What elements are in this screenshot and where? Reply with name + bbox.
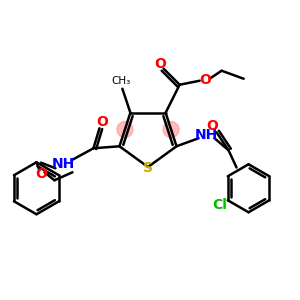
Text: Cl: Cl <box>212 198 227 212</box>
Text: O: O <box>200 73 212 87</box>
Text: NH: NH <box>195 128 218 142</box>
Text: CH₃: CH₃ <box>112 76 131 86</box>
Text: O: O <box>97 115 108 129</box>
Text: O: O <box>207 119 218 133</box>
Text: O: O <box>155 57 167 71</box>
Text: S: S <box>143 161 153 175</box>
Circle shape <box>117 122 133 137</box>
Text: NH: NH <box>52 157 75 171</box>
Text: O: O <box>35 167 47 181</box>
Circle shape <box>163 122 179 137</box>
